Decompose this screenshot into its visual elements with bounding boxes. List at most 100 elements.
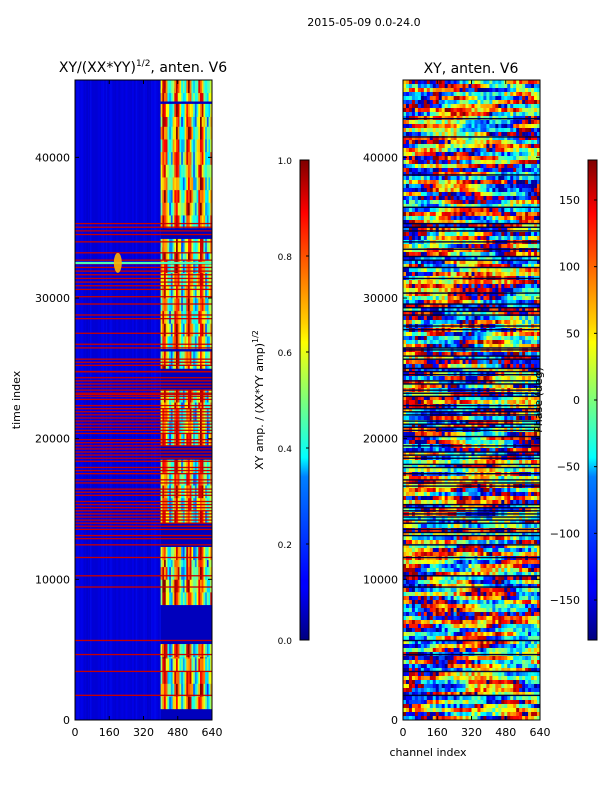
heatmap-cell	[519, 184, 523, 189]
heatmap-cell	[414, 156, 419, 161]
heatmap-cell	[525, 112, 529, 117]
heatmap-cell	[170, 151, 174, 165]
heatmap-cell	[468, 376, 472, 381]
heatmap-cell	[474, 344, 478, 349]
heatmap-cell	[528, 236, 532, 241]
heatmap-cell	[411, 112, 416, 117]
heatmap-cell	[486, 272, 490, 277]
heatmap-cell	[513, 220, 517, 225]
heatmap-cell	[417, 332, 422, 337]
heatmap-cell	[492, 168, 496, 173]
heatmap-cell	[486, 208, 490, 213]
heatmap-cell	[423, 148, 428, 153]
heatmap-cell	[528, 256, 532, 261]
heatmap-cell	[522, 352, 526, 357]
heatmap-cell	[519, 248, 523, 253]
heatmap-cell	[504, 256, 508, 261]
heatmap-cell	[432, 312, 437, 317]
heatmap-cell	[435, 308, 440, 313]
heatmap-cell	[405, 256, 410, 261]
heatmap-cell	[498, 144, 502, 149]
heatmap-cell	[403, 128, 407, 133]
heatmap-cell	[441, 228, 445, 233]
heatmap-cell	[516, 220, 520, 225]
heatmap-cell	[483, 192, 487, 197]
heatmap-cell	[170, 336, 174, 350]
heatmap-cell	[507, 232, 511, 237]
heatmap-cell	[172, 80, 175, 94]
heatmap-cell	[405, 312, 410, 317]
heatmap-cell	[403, 224, 407, 229]
heatmap-cell	[456, 256, 460, 261]
heatmap-cell	[210, 310, 212, 324]
heatmap-cell	[465, 244, 469, 249]
heatmap-cell	[480, 232, 484, 237]
heatmap-cell	[465, 180, 469, 185]
heatmap-cell	[498, 236, 502, 241]
heatmap-cell	[417, 292, 422, 297]
heatmap-cell	[468, 340, 472, 345]
heatmap-cell	[169, 336, 172, 350]
heatmap-cell	[414, 296, 419, 301]
heatmap-cell	[182, 579, 185, 593]
heatmap-cell	[522, 140, 526, 145]
heatmap-cell	[516, 368, 520, 373]
heatmap-cell	[534, 80, 538, 85]
heatmap-cell	[537, 120, 540, 125]
heatmap-cell	[468, 280, 472, 285]
flag-stripe	[75, 556, 212, 559]
heatmap-cell	[414, 84, 419, 89]
heatmap-cell	[169, 658, 172, 672]
heatmap-cell	[193, 670, 196, 684]
heatmap-cell	[486, 320, 490, 325]
heatmap-cell	[471, 260, 475, 265]
heatmap-cell	[510, 184, 514, 189]
heatmap-cell	[486, 180, 490, 185]
heatmap-cell	[480, 204, 484, 209]
heatmap-cell	[486, 296, 490, 301]
heatmap-cell	[474, 160, 478, 165]
heatmap-cell	[513, 356, 517, 361]
heatmap-cell	[423, 212, 428, 217]
heatmap-cell	[411, 104, 416, 109]
heatmap-cell	[504, 96, 508, 101]
heatmap-cell	[426, 292, 431, 297]
heatmap-cell	[474, 364, 478, 369]
heatmap-cell	[165, 113, 168, 127]
heatmap-cell	[465, 168, 469, 173]
heatmap-cell	[453, 364, 457, 369]
heatmap-cell	[501, 332, 505, 337]
heatmap-cell	[408, 132, 413, 137]
heatmap-cell	[420, 380, 425, 385]
heatmap-cell	[423, 336, 428, 341]
heatmap-cell	[525, 272, 529, 277]
heatmap-cell	[459, 252, 463, 257]
heatmap-cell	[498, 360, 502, 365]
heatmap-cell	[182, 285, 185, 299]
heatmap-cell	[462, 336, 466, 341]
heatmap-cell	[504, 156, 508, 161]
heatmap-cell	[447, 160, 451, 165]
heatmap-cell	[423, 304, 428, 309]
heatmap-cell	[167, 592, 170, 606]
heatmap-cell	[169, 323, 172, 337]
heatmap-cell	[513, 232, 517, 237]
heatmap-cell	[495, 316, 499, 321]
heatmap-cell	[174, 566, 177, 580]
heatmap-cell	[426, 340, 431, 345]
heatmap-cell	[408, 312, 413, 317]
heatmap-cell	[486, 140, 490, 145]
heatmap-cell	[465, 96, 469, 101]
heatmap-cell	[480, 124, 484, 129]
heatmap-cell	[465, 320, 469, 325]
heatmap-cell	[441, 344, 445, 349]
heatmap-cell	[465, 256, 469, 261]
heatmap-cell	[420, 360, 425, 365]
heatmap-cell	[531, 108, 535, 113]
heatmap-cell	[453, 192, 457, 197]
heatmap-cell	[459, 96, 463, 101]
heatmap-cell	[450, 260, 454, 265]
heatmap-cell	[459, 120, 463, 125]
heatmap-cell	[489, 192, 493, 197]
heatmap-cell	[420, 364, 425, 369]
